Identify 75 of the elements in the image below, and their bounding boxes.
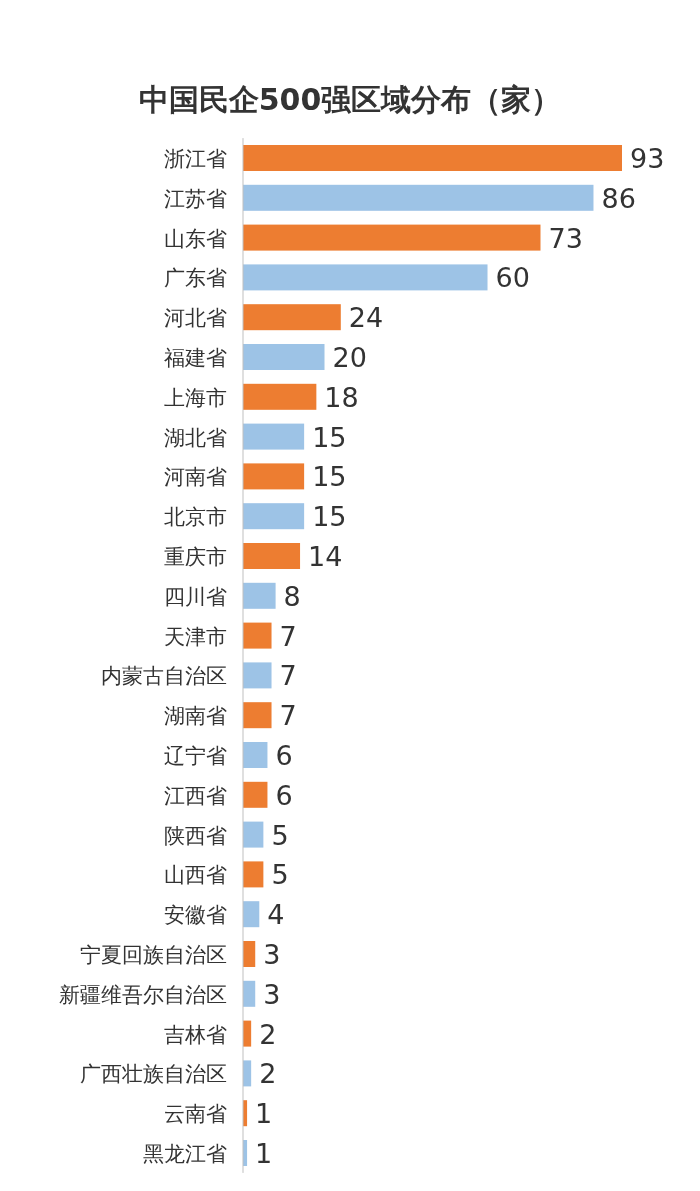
data-label: 93 xyxy=(630,143,665,174)
y-tick-label: 吉林省 xyxy=(164,1022,227,1047)
data-label: 7 xyxy=(279,660,297,692)
data-label: 86 xyxy=(601,182,636,214)
data-label: 4 xyxy=(267,899,285,931)
bar xyxy=(243,264,488,291)
data-label: 15 xyxy=(312,421,347,453)
y-tick-label: 广东省 xyxy=(164,266,227,291)
data-label: 73 xyxy=(548,222,583,254)
y-tick-label: 山东省 xyxy=(164,226,227,251)
data-label: 7 xyxy=(279,700,297,732)
data-label: 6 xyxy=(275,740,293,771)
y-tick-label: 陕西省 xyxy=(164,823,227,848)
y-tick-label: 上海市 xyxy=(164,385,227,410)
data-label: 15 xyxy=(312,461,347,493)
y-tick-label: 江西省 xyxy=(164,783,227,808)
y-tick-label: 山西省 xyxy=(164,863,227,888)
bar xyxy=(243,980,256,1007)
bar xyxy=(243,224,541,251)
bar xyxy=(243,503,305,530)
y-tick-label: 四川省 xyxy=(164,584,227,609)
bar xyxy=(243,344,325,370)
data-label: 1 xyxy=(255,1098,273,1130)
y-tick-label: 广西壮族自治区 xyxy=(80,1062,227,1087)
data-label: 60 xyxy=(495,262,530,294)
y-tick-label: 河南省 xyxy=(164,465,227,490)
y-tick-label: 江苏省 xyxy=(164,186,227,211)
data-label: 5 xyxy=(271,819,289,851)
y-tick-label: 宁夏回族自治区 xyxy=(80,943,227,967)
bar xyxy=(243,941,256,967)
data-label: 18 xyxy=(324,381,359,413)
bar xyxy=(243,901,260,928)
data-label: 7 xyxy=(279,620,297,652)
data-label: 20 xyxy=(332,342,367,373)
y-tick-label: 辽宁省 xyxy=(164,744,227,768)
y-tick-label: 天津市 xyxy=(164,624,227,649)
y-tick-label: 安徽省 xyxy=(164,903,227,928)
y-tick-label: 湖北省 xyxy=(164,425,227,450)
y-tick-label: 浙江省 xyxy=(164,147,227,171)
bar xyxy=(243,463,305,490)
y-tick-label: 新疆维吾尔自治区 xyxy=(59,982,227,1007)
bar xyxy=(243,383,317,410)
data-label: 3 xyxy=(263,939,281,970)
y-tick-label: 湖南省 xyxy=(164,704,227,729)
data-label: 3 xyxy=(263,978,281,1010)
bar xyxy=(243,145,622,171)
bar xyxy=(243,304,341,331)
y-tick-label: 北京市 xyxy=(164,505,227,530)
data-label: 8 xyxy=(283,580,301,612)
bar xyxy=(243,861,264,888)
bar xyxy=(243,543,301,569)
data-label: 14 xyxy=(308,541,343,572)
data-label: 15 xyxy=(312,501,347,533)
bar xyxy=(243,781,268,808)
data-label: 6 xyxy=(275,779,293,811)
bar xyxy=(243,821,264,848)
bar xyxy=(243,662,272,689)
y-tick-label: 福建省 xyxy=(164,346,227,370)
data-label: 2 xyxy=(259,1058,277,1090)
bar xyxy=(243,423,305,450)
y-tick-label: 黑龙江省 xyxy=(143,1142,227,1166)
bar xyxy=(243,582,276,609)
y-tick-label: 河北省 xyxy=(164,306,227,331)
y-tick-label: 内蒙古自治区 xyxy=(101,664,227,689)
data-label: 5 xyxy=(271,859,289,891)
bar xyxy=(243,702,272,729)
chart-title: 中国民企500强区域分布（家） xyxy=(138,82,562,117)
data-label: 1 xyxy=(255,1138,273,1169)
data-label: 2 xyxy=(259,1018,277,1050)
bar xyxy=(243,184,594,211)
y-tick-label: 云南省 xyxy=(164,1102,227,1127)
data-label: 24 xyxy=(348,302,384,334)
bar xyxy=(243,622,272,649)
y-tick-label: 重庆市 xyxy=(164,545,227,569)
bar xyxy=(243,742,268,768)
